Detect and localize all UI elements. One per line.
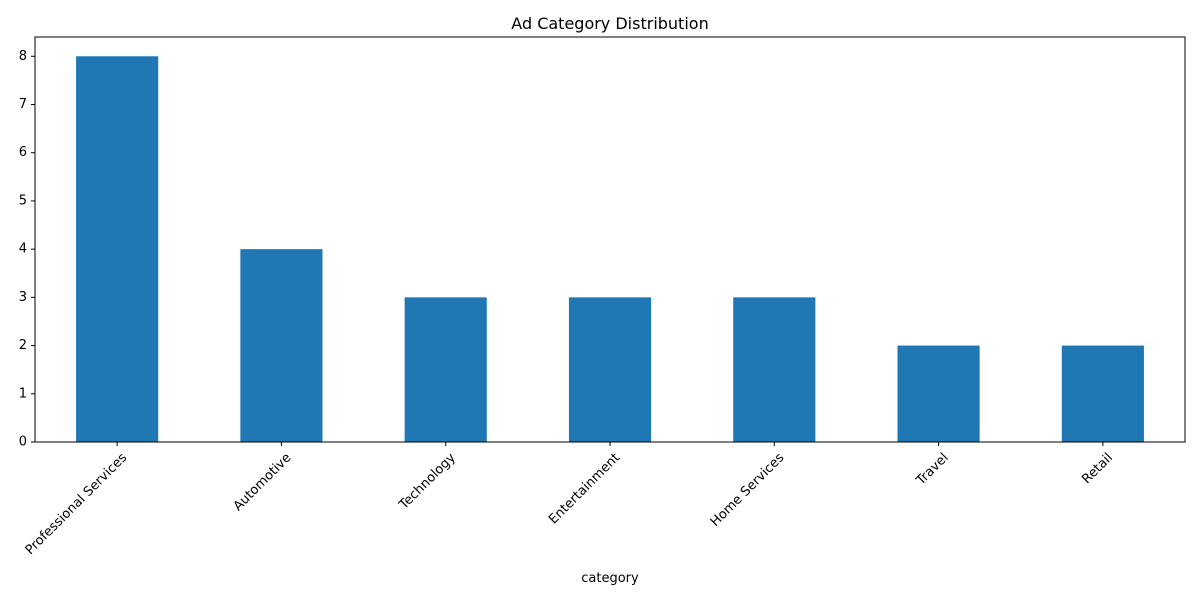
x-tick-label: Home Services [708,450,788,530]
bar-technology [404,297,487,442]
bar-travel [897,345,980,442]
bar-entertainment [568,297,652,442]
bar-home-services [733,297,816,442]
x-tick-label: Technology [396,450,459,513]
x-tick-label: Travel [913,450,952,489]
plot-frame [34,36,1186,443]
chart-title: Ad Category Distribution [511,14,708,33]
y-tick-label: 2 [19,338,27,353]
y-tick-label: 0 [19,435,27,450]
x-tick-label: Entertainment [546,450,623,527]
bar-retail [1061,345,1144,442]
y-tick-label: 1 [19,386,27,401]
x-axis-label: category [581,571,639,586]
y-tick-label: 4 [19,242,27,257]
x-tick-label: Automotive [231,450,295,514]
y-axis: 0 1 2 3 4 5 6 7 8 [19,49,35,450]
y-tick-label: 3 [19,290,27,305]
x-tick-label: Professional Services [23,450,131,558]
x-axis: Professional Services Automotive Technolog… [23,442,1116,558]
y-tick-label: 7 [19,97,27,112]
y-tick-label: 5 [19,193,27,208]
bar-automotive [240,249,323,442]
bar-professional-services [76,56,159,443]
y-tick-label: 8 [19,49,27,64]
x-tick-label: Retail [1079,450,1116,487]
bars-layer [76,56,1144,443]
y-tick-label: 6 [19,145,27,160]
